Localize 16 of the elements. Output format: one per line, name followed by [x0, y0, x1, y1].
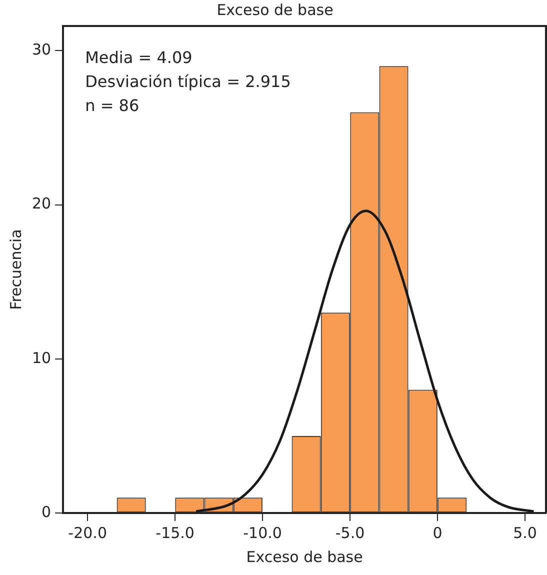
annotation: n = 86	[85, 96, 140, 116]
x-tick-label: -5.0	[335, 524, 365, 542]
annotation: Media = 4.09	[85, 48, 192, 68]
x-tick-label: -10.0	[243, 524, 282, 542]
y-tick-label: 0	[42, 502, 52, 521]
annotation: Desviación típica = 2.915	[85, 72, 291, 92]
y-tick-label: 20	[32, 194, 52, 213]
x-tick-label: 0	[432, 524, 442, 542]
x-tick-label: -15.0	[156, 524, 194, 542]
chart-title: Exceso de base	[216, 0, 334, 19]
y-axis-title: Frecuencia	[6, 229, 25, 310]
x-tick-label: 5.0	[513, 524, 537, 542]
y-tick-label: 30	[32, 40, 52, 59]
y-tick-label: 10	[32, 348, 52, 367]
x-tick-label: -20.0	[68, 524, 107, 542]
x-axis-title: Exceso de base	[246, 548, 363, 566]
